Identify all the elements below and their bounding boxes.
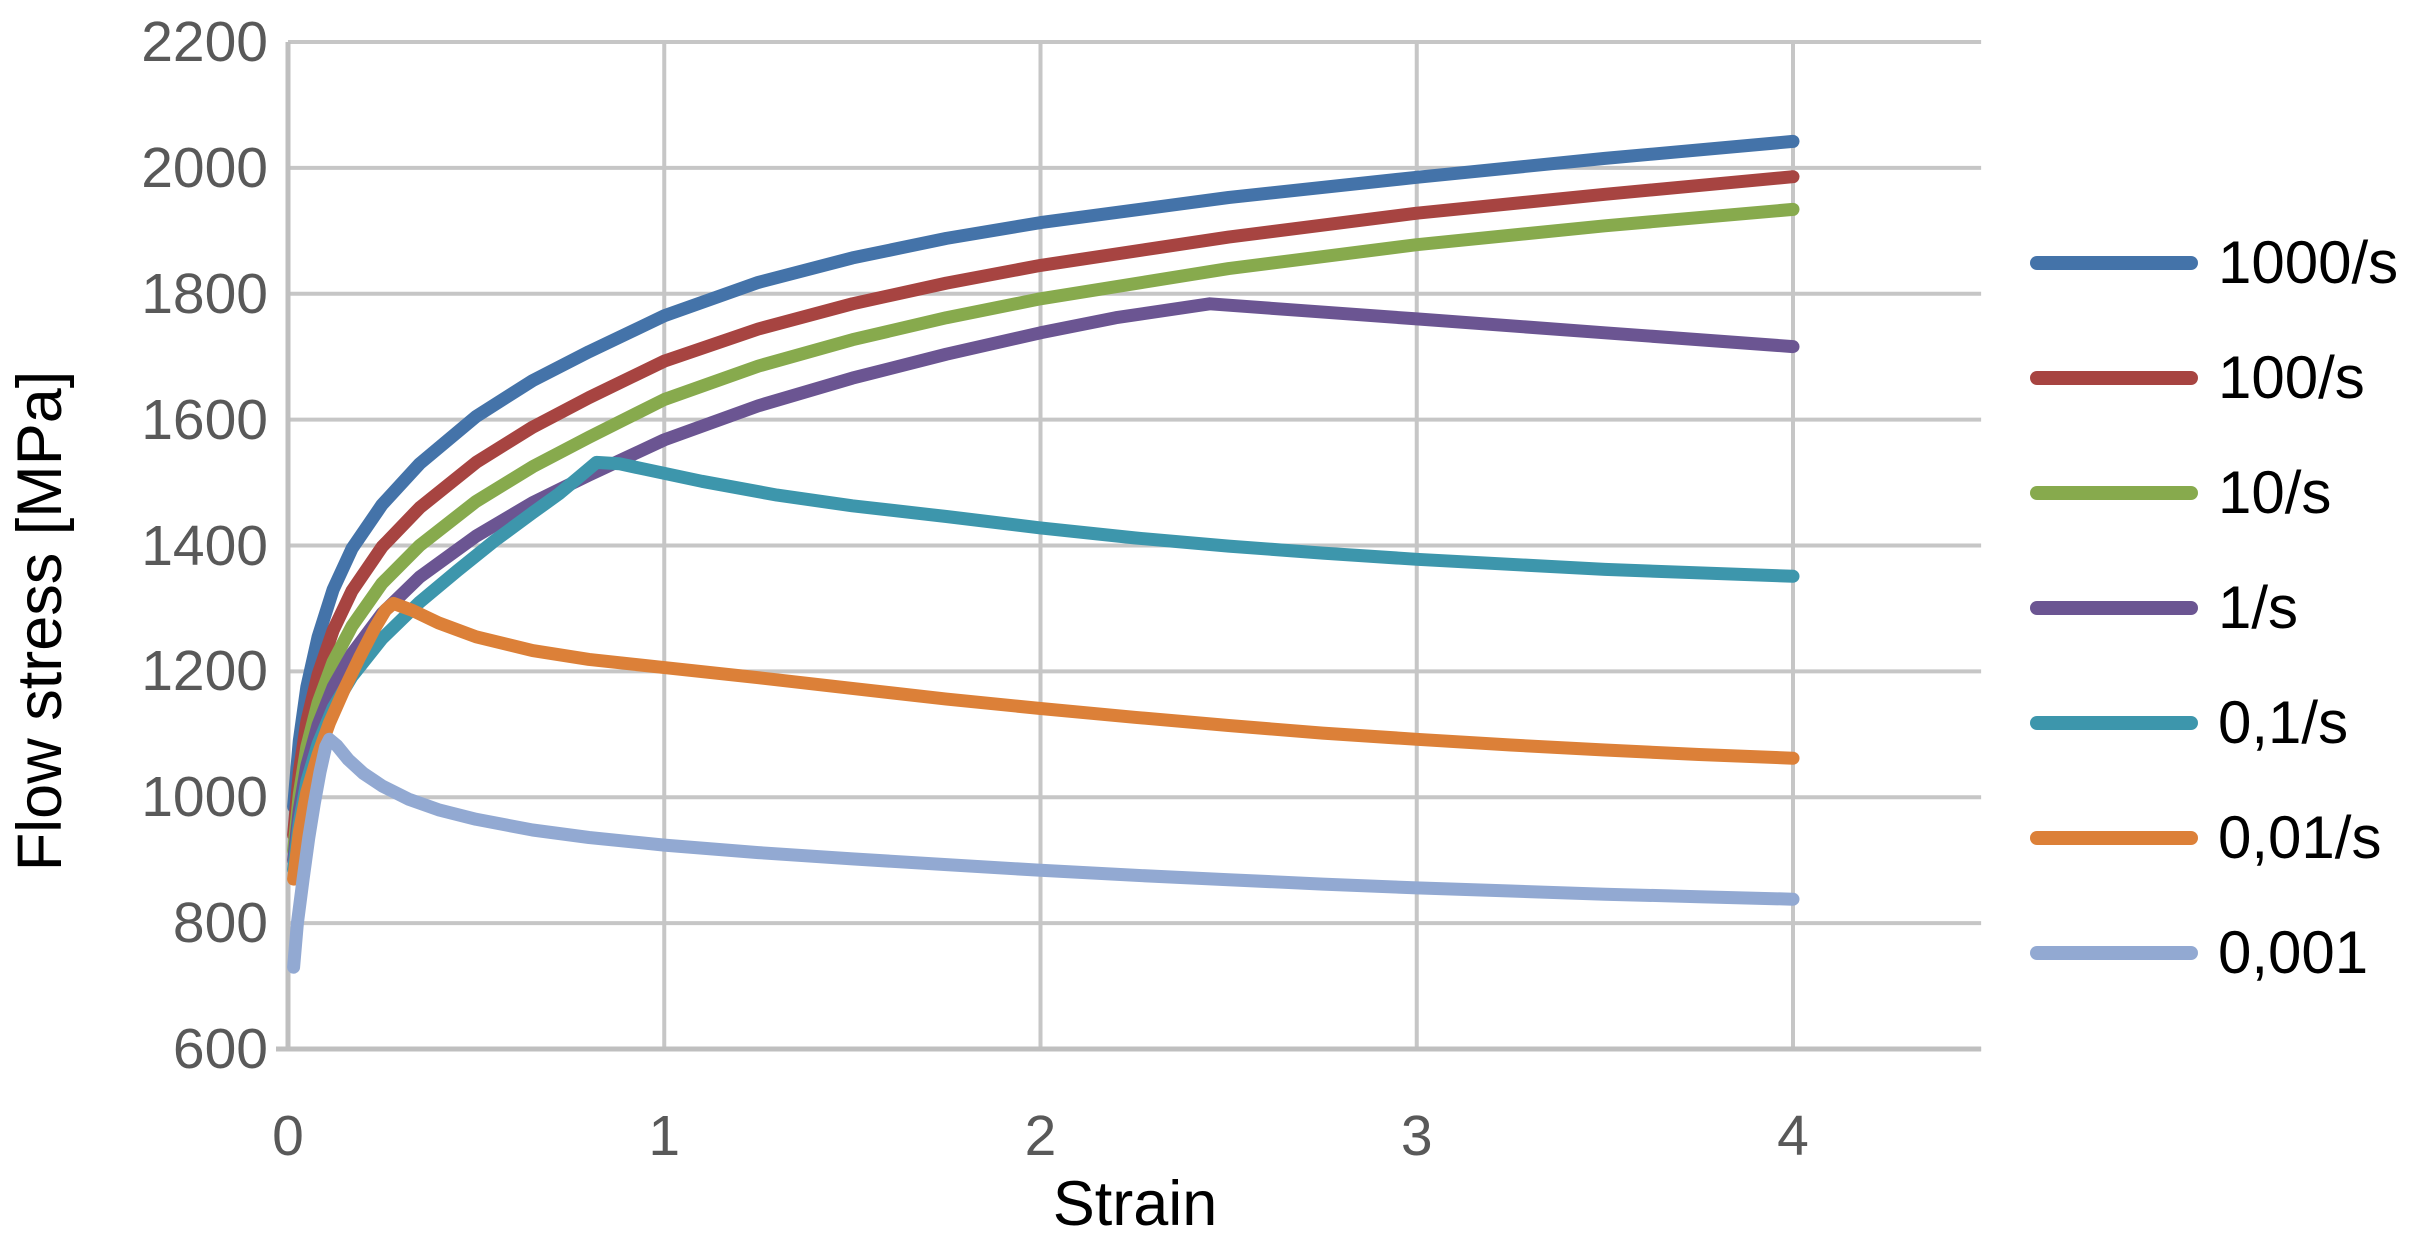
legend-label: 0,1/s xyxy=(2218,689,2349,756)
legend-line-swatch xyxy=(2030,370,2198,385)
series-line-0,01/s xyxy=(287,596,1800,886)
legend-label: 10/s xyxy=(2218,459,2332,526)
series-line-0,1/s xyxy=(287,455,1800,877)
series-line-1/s xyxy=(287,297,1800,867)
x-tick-4: 4 xyxy=(1777,1104,1809,1168)
legend-line-swatch xyxy=(2030,255,2198,270)
x-tick-1: 1 xyxy=(648,1104,681,1168)
legend-item-0-001: 0,001 xyxy=(2030,895,2398,1010)
legend-line-swatch xyxy=(2030,945,2198,960)
legend-label: 0,01/s xyxy=(2218,804,2382,871)
x-axis-title: Strain xyxy=(1052,1169,1218,1239)
y-tick-1000: 1000 xyxy=(141,765,268,830)
series-line-0,001 xyxy=(287,732,1800,974)
y-tick-800: 800 xyxy=(172,891,268,956)
x-tick-2: 2 xyxy=(1024,1104,1057,1168)
legend-line-swatch xyxy=(2030,830,2198,845)
y-tick-1800: 1800 xyxy=(141,261,268,326)
legend-item-1s: 1/s xyxy=(2030,550,2398,665)
legend-line-swatch xyxy=(2030,600,2198,615)
legend-item-10s: 10/s xyxy=(2030,435,2398,550)
y-tick-600: 600 xyxy=(172,1017,268,1081)
legend-label: 1/s xyxy=(2218,574,2299,641)
legend-item-0-01s: 0,01/s xyxy=(2030,780,2398,895)
legend-label: 0,001 xyxy=(2218,919,2369,986)
y-axis-title: Flow stress [MPa] xyxy=(5,370,75,872)
legend-label: 100/s xyxy=(2218,344,2365,411)
x-tick-0: 0 xyxy=(272,1104,304,1168)
series-line-100/s xyxy=(287,170,1800,842)
legend-label: 1000/s xyxy=(2218,229,2399,296)
legend-line-swatch xyxy=(2030,715,2198,730)
y-tick-1600: 1600 xyxy=(141,387,268,452)
series-line-10/s xyxy=(287,202,1800,858)
y-tick-1200: 1200 xyxy=(141,639,268,704)
series-line-1000/s xyxy=(287,134,1800,814)
legend-item-1000s: 1000/s xyxy=(2030,205,2398,320)
y-tick-2200: 2200 xyxy=(141,10,268,74)
legend: 1000/s 100/s 10/s 1/s 0,1/s 0,01/s 0,001 xyxy=(2030,205,2398,1010)
legend-line-swatch xyxy=(2030,485,2198,500)
legend-item-0-1s: 0,1/s xyxy=(2030,665,2398,780)
y-tick-1400: 1400 xyxy=(141,513,268,578)
legend-item-100s: 100/s xyxy=(2030,320,2398,435)
y-tick-2000: 2000 xyxy=(141,135,268,200)
x-tick-3: 3 xyxy=(1400,1104,1433,1168)
